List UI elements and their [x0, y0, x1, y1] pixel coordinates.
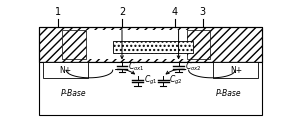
- Bar: [62, 30, 86, 59]
- Text: 4: 4: [172, 7, 178, 17]
- Text: P-Base: P-Base: [60, 89, 86, 98]
- Text: N+: N+: [59, 66, 71, 75]
- Text: $C_{g1}$: $C_{g1}$: [144, 74, 157, 87]
- Text: 2: 2: [119, 7, 125, 17]
- Text: $C_{g2}$: $C_{g2}$: [169, 74, 183, 87]
- Bar: [43, 62, 88, 78]
- Text: 3: 3: [200, 7, 206, 17]
- Text: P-Base: P-Base: [216, 89, 241, 98]
- Text: N+: N+: [230, 66, 242, 75]
- Text: 1: 1: [55, 7, 61, 17]
- Bar: [187, 30, 210, 59]
- Bar: [113, 41, 193, 53]
- Bar: [39, 27, 262, 62]
- Text: $C_{ox1}$: $C_{ox1}$: [128, 61, 145, 73]
- Bar: [39, 27, 262, 62]
- Bar: [62, 30, 187, 59]
- Bar: [213, 62, 258, 78]
- Bar: [39, 62, 262, 115]
- Text: $C_{ox2}$: $C_{ox2}$: [185, 61, 201, 73]
